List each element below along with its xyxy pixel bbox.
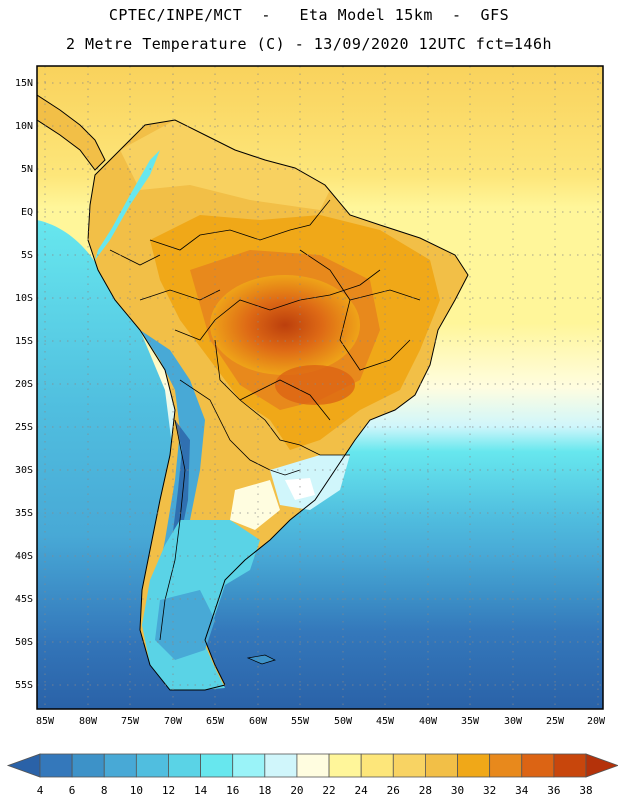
- lat-label: 40S: [15, 551, 33, 562]
- lon-label: 85W: [36, 716, 55, 727]
- colorbar-label: 34: [515, 784, 529, 797]
- country-borders: [109, 199, 421, 641]
- lon-label: 30W: [504, 716, 523, 727]
- lat-label: EQ: [21, 207, 33, 218]
- lat-label: 20S: [15, 379, 33, 390]
- colorbar-swatch: [232, 753, 266, 778]
- colorbar-swatch: [553, 753, 587, 778]
- colorbar-label: 30: [451, 784, 464, 797]
- colorbar-max-arrow: [585, 753, 618, 778]
- colorbar-swatch: [360, 753, 394, 778]
- lon-label: 60W: [249, 716, 268, 727]
- colorbar-label: 18: [258, 784, 271, 797]
- lat-label: 15S: [15, 336, 33, 347]
- lat-label: 5N: [21, 164, 33, 175]
- longitude-axis: 85W 80W 75W 70W 65W 60W 55W 50W 45W 40W …: [36, 716, 606, 727]
- colorbar-min-arrow: [6, 753, 41, 778]
- lon-label: 50W: [334, 716, 353, 727]
- lat-label: 45S: [15, 594, 33, 605]
- pacific-cool-field: [37, 220, 175, 640]
- colorbar-swatch: [457, 753, 491, 778]
- chart-title: CPTEC/INPE/MCT - Eta Model 15km - GFS: [108, 6, 510, 24]
- colorbar-label: 32: [483, 784, 496, 797]
- lat-label: 15N: [15, 78, 33, 89]
- colorbar-swatch: [425, 753, 458, 778]
- coastlines: [37, 94, 469, 691]
- colorbar-swatch: [200, 753, 234, 778]
- lon-label: 75W: [121, 716, 140, 727]
- chart-subtitle: 2 Metre Temperature (C) - 13/09/2020 12U…: [65, 35, 553, 53]
- colorbar-swatch: [168, 753, 201, 778]
- andes-cold-strip: [95, 150, 160, 260]
- lon-label: 20W: [587, 716, 606, 727]
- lon-label: 25W: [546, 716, 565, 727]
- colorbar-label: 26: [387, 784, 400, 797]
- colorbar-label: 20: [290, 784, 303, 797]
- lon-label: 65W: [206, 716, 225, 727]
- colorbar-swatch: [521, 753, 555, 778]
- lon-label: 35W: [461, 716, 480, 727]
- colorbar-label: 6: [69, 784, 76, 797]
- colorbar-label: 12: [162, 784, 175, 797]
- lat-label: 10S: [15, 293, 33, 304]
- colorbar-swatch: [328, 753, 362, 778]
- colorbar-label: 8: [101, 784, 108, 797]
- colorbar-swatch: [135, 753, 169, 778]
- colorbar-swatch: [39, 753, 73, 778]
- lat-label: 35S: [15, 508, 33, 519]
- colorbar-label: 22: [322, 784, 335, 797]
- colorbar-label: 38: [579, 784, 592, 797]
- colorbar-swatch: [392, 753, 426, 778]
- latitude-axis: 15N 10N 5N EQ 5S 10S 15S 20S 25S 30S 35S…: [15, 78, 33, 691]
- lat-label: 25S: [15, 422, 33, 433]
- lon-label: 80W: [79, 716, 98, 727]
- colorbar-label: 24: [355, 784, 369, 797]
- colorbar-swatch: [71, 753, 105, 778]
- colorbar-label: 16: [226, 784, 239, 797]
- colorbar-label: 36: [547, 784, 560, 797]
- lat-label: 55S: [15, 680, 33, 691]
- colorbar-label: 28: [419, 784, 432, 797]
- lon-label: 70W: [164, 716, 183, 727]
- colorbar-swatch: [264, 753, 298, 778]
- lat-label: 30S: [15, 465, 33, 476]
- map-frame: [36, 65, 604, 710]
- falkland-islands: [246, 654, 276, 665]
- colorbar-swatch: [296, 753, 330, 778]
- hottest-core: [210, 275, 360, 375]
- colorbar-legend: 4 6 8 10 12 14 16 18 20 22 24 26 28 30 32 34 36 38: [6, 753, 618, 797]
- lon-label: 45W: [376, 716, 395, 727]
- central-america-land: [37, 95, 105, 170]
- colorbar-label: 10: [130, 784, 143, 797]
- colorbar-label: 14: [194, 784, 208, 797]
- colorbar-swatch: [489, 753, 523, 778]
- colorbar-swatch: [103, 753, 137, 778]
- lon-label: 40W: [419, 716, 438, 727]
- lat-label: 50S: [15, 637, 33, 648]
- lon-label: 55W: [291, 716, 310, 727]
- colorbar-label: 4: [37, 784, 44, 797]
- lat-label: 5S: [21, 250, 33, 261]
- lat-label: 10N: [15, 121, 33, 132]
